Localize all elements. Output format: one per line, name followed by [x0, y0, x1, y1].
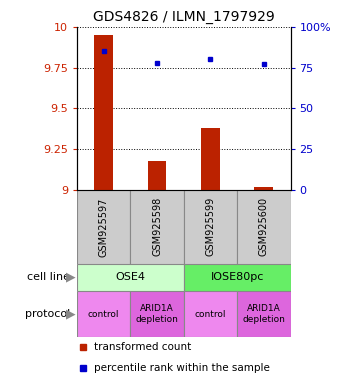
- Text: IOSE80pc: IOSE80pc: [210, 272, 264, 282]
- Bar: [184, 190, 237, 264]
- Text: ▶: ▶: [66, 271, 75, 284]
- Bar: [184, 264, 290, 291]
- Text: control: control: [195, 310, 226, 319]
- Bar: [130, 190, 184, 264]
- Text: protocol: protocol: [25, 309, 70, 319]
- Text: OSE4: OSE4: [116, 272, 145, 282]
- Bar: [77, 264, 184, 291]
- Bar: [148, 161, 166, 190]
- Bar: [237, 291, 290, 338]
- Text: GSM925599: GSM925599: [205, 197, 216, 257]
- Bar: [201, 128, 220, 190]
- Bar: [94, 35, 113, 190]
- Bar: [184, 291, 237, 338]
- Text: cell line: cell line: [27, 272, 70, 282]
- Bar: [77, 190, 130, 264]
- Bar: [77, 291, 130, 338]
- Text: ARID1A
depletion: ARID1A depletion: [242, 305, 285, 324]
- Text: ARID1A
depletion: ARID1A depletion: [136, 305, 178, 324]
- Text: GSM925597: GSM925597: [99, 197, 109, 257]
- Text: GSM925598: GSM925598: [152, 197, 162, 257]
- Text: percentile rank within the sample: percentile rank within the sample: [94, 363, 270, 373]
- Text: control: control: [88, 310, 119, 319]
- Text: GSM925600: GSM925600: [259, 197, 269, 257]
- Text: transformed count: transformed count: [94, 342, 191, 352]
- Title: GDS4826 / ILMN_1797929: GDS4826 / ILMN_1797929: [93, 10, 275, 25]
- Bar: [254, 187, 273, 190]
- Bar: [130, 291, 184, 338]
- Text: ▶: ▶: [66, 308, 75, 321]
- Bar: [237, 190, 290, 264]
